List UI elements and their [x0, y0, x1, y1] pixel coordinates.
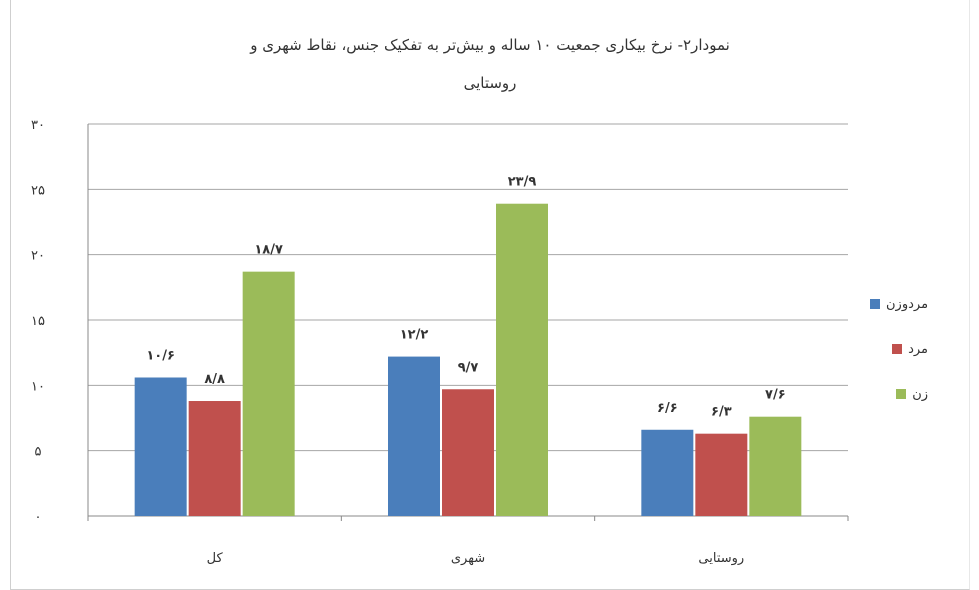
legend-label-women: زن [912, 386, 929, 402]
bar [388, 356, 440, 516]
data-label: ۸/۸ [204, 372, 225, 387]
bar [188, 401, 241, 516]
legend-label-total: مردوزن [886, 296, 929, 312]
data-label: ۲۳/۹ [508, 175, 537, 190]
bar [695, 433, 748, 516]
data-label: ۱۲/۲ [400, 328, 429, 343]
x-tick-label: روستایی [698, 551, 744, 566]
bar [134, 377, 187, 516]
chart-title-line2: روستایی [463, 74, 517, 92]
x-tick-label: کل [207, 551, 224, 566]
y-tick-label: ۲۰ [31, 249, 45, 264]
legend-item-total: مردوزن [870, 294, 928, 314]
data-label: ۶/۳ [711, 405, 732, 420]
y-tick-label: ۱۰ [31, 379, 45, 394]
legend-item-men: مرد [870, 339, 928, 359]
legend-item-women: زن [870, 384, 928, 404]
chart-title: نمودار۲- نرخ بیکاری جمعیت ۱۰ ساله و بیش‌… [250, 36, 730, 54]
y-tick-label: ۲۵ [31, 183, 45, 198]
bar [242, 271, 295, 516]
y-tick-label: ۳۰ [31, 118, 45, 133]
data-label: ۷/۶ [765, 388, 786, 403]
legend-swatch-women [896, 389, 907, 399]
data-label: ۶/۶ [657, 401, 678, 416]
bar [496, 203, 548, 516]
bar [442, 389, 494, 516]
legend-swatch-total [870, 299, 880, 309]
legend-label-men: مرد [908, 341, 929, 357]
y-tick-label: ۱۵ [31, 314, 45, 329]
y-tick-label: ۰ [35, 510, 42, 525]
data-label: ۱۰/۶ [146, 348, 175, 363]
y-tick-label: ۵ [35, 445, 42, 460]
bar [641, 429, 694, 516]
bar [749, 416, 802, 516]
data-label: ۹/۷ [458, 360, 479, 375]
data-label: ۱۸/۷ [254, 243, 283, 258]
legend-swatch-men [892, 344, 903, 354]
x-tick-label: شهری [451, 551, 485, 566]
chart-legend: مردوزن مرد زن [870, 294, 928, 429]
